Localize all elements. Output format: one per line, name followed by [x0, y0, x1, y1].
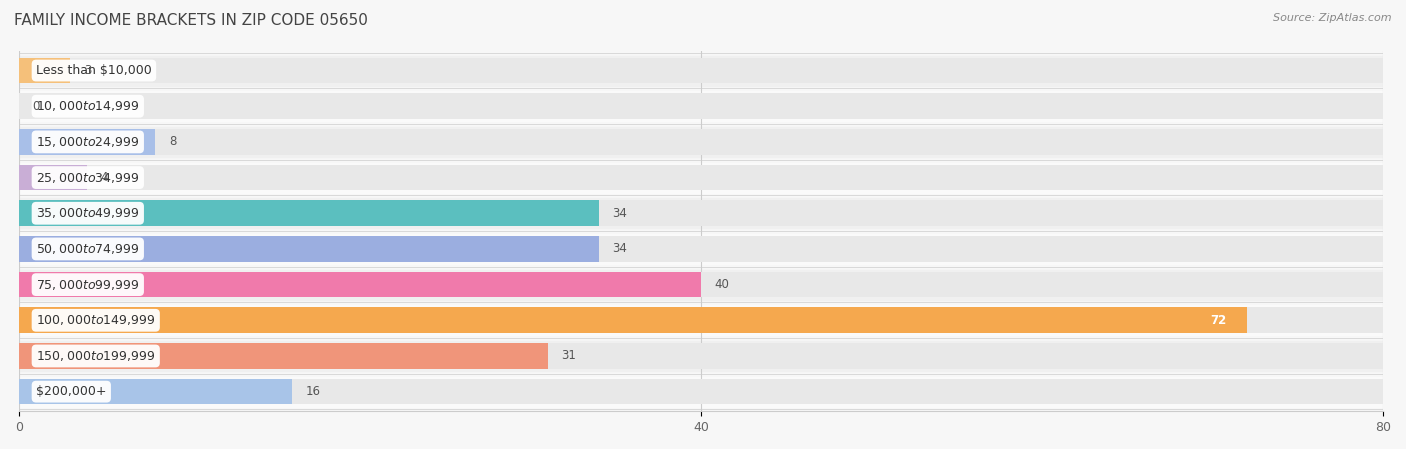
Text: FAMILY INCOME BRACKETS IN ZIP CODE 05650: FAMILY INCOME BRACKETS IN ZIP CODE 05650 [14, 13, 368, 28]
Text: $35,000 to $49,999: $35,000 to $49,999 [37, 206, 139, 220]
Text: 40: 40 [714, 278, 730, 291]
Text: 0: 0 [32, 100, 39, 113]
Bar [20, 343, 547, 369]
Text: Source: ZipAtlas.com: Source: ZipAtlas.com [1274, 13, 1392, 23]
Bar [20, 308, 1247, 333]
Text: $75,000 to $99,999: $75,000 to $99,999 [37, 277, 139, 291]
Text: $50,000 to $74,999: $50,000 to $74,999 [37, 242, 139, 256]
Text: Less than $10,000: Less than $10,000 [37, 64, 152, 77]
Bar [20, 272, 702, 297]
Text: $200,000+: $200,000+ [37, 385, 107, 398]
Bar [20, 165, 1384, 190]
Text: $15,000 to $24,999: $15,000 to $24,999 [37, 135, 139, 149]
Bar [20, 270, 1384, 299]
Bar [20, 379, 292, 405]
Bar [20, 234, 1384, 264]
Bar [20, 200, 1384, 226]
Bar [20, 163, 1384, 193]
Text: 72: 72 [1211, 314, 1226, 327]
Bar [20, 129, 156, 155]
Bar [20, 58, 1384, 84]
Bar [20, 198, 1384, 228]
Text: 8: 8 [169, 136, 176, 149]
Bar [20, 236, 599, 262]
Text: 16: 16 [305, 385, 321, 398]
Text: $100,000 to $149,999: $100,000 to $149,999 [37, 313, 156, 327]
Text: $25,000 to $34,999: $25,000 to $34,999 [37, 171, 139, 185]
Bar [20, 91, 1384, 121]
Bar [20, 236, 1384, 262]
Bar [20, 305, 1384, 335]
Bar [20, 129, 1384, 155]
Bar [20, 379, 1384, 405]
Bar [20, 93, 1384, 119]
Text: 3: 3 [84, 64, 91, 77]
Bar [20, 165, 87, 190]
Bar [20, 341, 1384, 371]
Bar [20, 127, 1384, 157]
Bar [20, 308, 1384, 333]
Bar [20, 200, 599, 226]
Bar [20, 56, 1384, 85]
Text: $10,000 to $14,999: $10,000 to $14,999 [37, 99, 139, 113]
Bar [20, 343, 1384, 369]
Text: $150,000 to $199,999: $150,000 to $199,999 [37, 349, 156, 363]
Text: 4: 4 [101, 171, 108, 184]
Bar [20, 377, 1384, 407]
Bar [20, 272, 1384, 297]
Text: 31: 31 [561, 349, 576, 362]
Text: 34: 34 [613, 207, 627, 220]
Bar [20, 58, 70, 84]
Text: 34: 34 [613, 242, 627, 255]
